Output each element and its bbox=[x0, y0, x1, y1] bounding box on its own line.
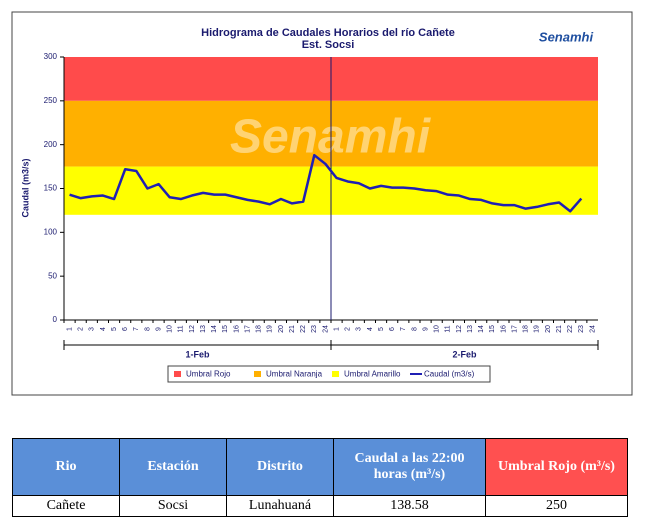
x-tick-label: 5 bbox=[378, 327, 385, 331]
legend-swatch bbox=[332, 371, 339, 377]
cell: 250 bbox=[485, 495, 628, 517]
x-tick-label: 19 bbox=[534, 325, 541, 333]
cell: Lunahuaná bbox=[226, 495, 334, 517]
x-tick-label: 8 bbox=[144, 327, 151, 331]
x-tick-label: 11 bbox=[178, 325, 185, 332]
x-tick-label: 21 bbox=[556, 325, 563, 333]
x-tick-label: 23 bbox=[311, 325, 318, 333]
header-cell: Rio bbox=[12, 438, 120, 496]
x-tick-label: 9 bbox=[155, 327, 162, 331]
x-tick-label: 17 bbox=[244, 325, 251, 333]
x-tick-label: 6 bbox=[389, 327, 396, 331]
y-tick-label: 100 bbox=[44, 227, 58, 236]
x-tick-label: 12 bbox=[189, 325, 196, 333]
y-tick-label: 0 bbox=[53, 315, 58, 324]
x-tick-label: 8 bbox=[411, 327, 418, 331]
y-tick-label: 250 bbox=[44, 96, 58, 105]
legend-label: Caudal (m3/s) bbox=[424, 370, 475, 379]
x-tick-label: 4 bbox=[367, 327, 374, 331]
legend-label: Umbral Amarillo bbox=[344, 370, 401, 379]
x-tick-label: 18 bbox=[523, 325, 530, 333]
cell: 138.58 bbox=[333, 495, 486, 517]
x-tick-label: 23 bbox=[578, 325, 585, 333]
x-tick-label: 1 bbox=[66, 327, 73, 331]
legend-label: Umbral Naranja bbox=[266, 370, 323, 379]
chart: Hidrograma de Caudales Horarios del río … bbox=[11, 11, 633, 396]
x-tick-label: 21 bbox=[289, 325, 296, 333]
chart-title: Hidrograma de Caudales Horarios del río … bbox=[201, 27, 455, 39]
cell: Cañete bbox=[12, 495, 120, 517]
x-tick-label: 20 bbox=[545, 325, 552, 333]
summary-table: Rio Estación Distrito Caudal a las 22:00… bbox=[12, 438, 628, 517]
header-cell: Estación bbox=[119, 438, 227, 496]
y-tick-label: 200 bbox=[44, 140, 58, 149]
y-tick-label: 300 bbox=[44, 52, 58, 61]
y-axis-label: Caudal (m3/s) bbox=[20, 158, 30, 217]
flow-line bbox=[69, 153, 583, 213]
header-cell: Distrito bbox=[226, 438, 334, 496]
x-tick-label: 12 bbox=[456, 325, 463, 333]
y-tick-label: 150 bbox=[44, 184, 58, 193]
x-tick-label: 15 bbox=[489, 325, 496, 333]
x-tick-label: 22 bbox=[300, 325, 307, 333]
x-tick-label: 24 bbox=[322, 325, 329, 333]
x-tick-label: 13 bbox=[200, 325, 207, 333]
x-tick-label: 20 bbox=[278, 325, 285, 333]
x-tick-label: 16 bbox=[500, 325, 507, 333]
y-tick-label: 50 bbox=[48, 271, 57, 280]
x-tick-label: 18 bbox=[256, 325, 263, 333]
legend-swatch bbox=[254, 371, 261, 377]
x-tick-label: 5 bbox=[111, 327, 118, 331]
x-tick-label: 24 bbox=[589, 325, 596, 333]
x-tick-label: 7 bbox=[400, 327, 407, 331]
x-tick-label: 10 bbox=[167, 325, 174, 333]
chart-subtitle: Est. Socsi bbox=[302, 39, 355, 51]
legend-label: Umbral Rojo bbox=[186, 370, 231, 379]
x-tick-label: 1 bbox=[333, 327, 340, 331]
x-tick-label: 14 bbox=[211, 325, 218, 333]
x-tick-label: 4 bbox=[100, 327, 107, 331]
x-tick-label: 10 bbox=[434, 325, 441, 333]
header-cell: Umbral Rojo (m³/s) bbox=[485, 438, 628, 496]
legend-swatch bbox=[174, 371, 181, 377]
x-tick-label: 16 bbox=[233, 325, 240, 333]
x-tick-label: 19 bbox=[267, 325, 274, 333]
x-tick-label: 11 bbox=[445, 325, 452, 332]
cell: Socsi bbox=[119, 495, 227, 517]
group-label: 2-Feb bbox=[452, 349, 477, 359]
x-tick-label: 13 bbox=[467, 325, 474, 333]
x-tick-label: 6 bbox=[122, 327, 129, 331]
x-tick-label: 14 bbox=[478, 325, 485, 333]
x-tick-label: 2 bbox=[78, 327, 85, 331]
legend-box bbox=[167, 365, 491, 383]
x-tick-label: 22 bbox=[567, 325, 574, 333]
x-tick-label: 15 bbox=[222, 325, 229, 333]
header-cell: Caudal a las 22:00 horas (m³/s) bbox=[333, 438, 486, 496]
x-tick-label: 3 bbox=[356, 327, 363, 331]
x-tick-label: 3 bbox=[89, 327, 96, 331]
logo: Senamhi bbox=[539, 29, 594, 44]
x-tick-label: 2 bbox=[345, 327, 352, 331]
x-tick-label: 9 bbox=[422, 327, 429, 331]
x-tick-label: 7 bbox=[133, 327, 140, 331]
x-tick-label: 17 bbox=[511, 325, 518, 333]
group-label: 1-Feb bbox=[185, 349, 210, 359]
